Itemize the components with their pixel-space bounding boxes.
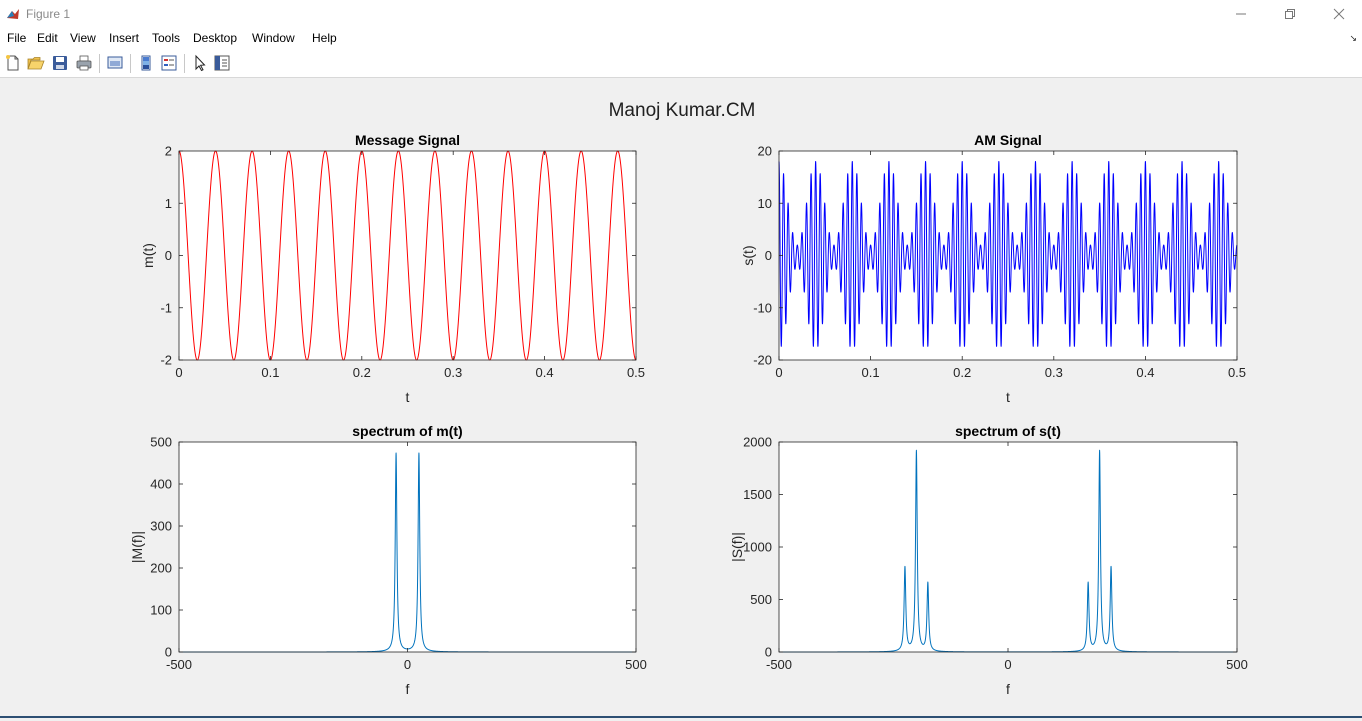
spectrum-s-plot-area — [779, 442, 1237, 652]
spectrum-s-ytick-label: 0 — [765, 645, 772, 660]
message-signal-ytick-label: 0 — [165, 248, 172, 263]
spectrum-m-xtick-label: 500 — [625, 657, 647, 672]
property-inspector-icon[interactable] — [213, 54, 231, 72]
close-icon — [1333, 8, 1345, 20]
restore-icon — [1285, 9, 1295, 19]
matlab-logo-icon — [6, 7, 20, 21]
menu-view[interactable]: View — [70, 31, 96, 45]
menu-tools[interactable]: Tools — [152, 31, 181, 45]
spectrum-s-ytick-label: 2000 — [743, 435, 772, 450]
am-signal-ytick-label: -10 — [753, 300, 772, 315]
title-bar[interactable]: Figure 1 — [0, 0, 1362, 28]
message-signal-xtick-label: 0.1 — [261, 365, 279, 380]
save-icon[interactable] — [51, 54, 69, 72]
am-signal-xtick-label: 0.4 — [1136, 365, 1154, 380]
spectrum-m-ytick-label: 300 — [150, 519, 172, 534]
message-signal-ytick-label: -1 — [160, 300, 172, 315]
message-signal-title: Message Signal — [355, 132, 460, 148]
menu-window[interactable]: Window — [252, 31, 295, 45]
spectrum-m-xlabel: f — [406, 681, 410, 697]
am-signal-xtick-label: 0.2 — [953, 365, 971, 380]
am-signal-xlabel: t — [1006, 389, 1010, 405]
spectrum-m-ytick-label: 400 — [150, 477, 172, 492]
am-signal-ytick-label: 10 — [758, 196, 772, 211]
message-signal-xtick-label: 0.5 — [627, 365, 645, 380]
spectrum-m-xtick-label: 0 — [404, 657, 411, 672]
window-title: Figure 1 — [26, 7, 71, 21]
spectrum-s-xlabel: f — [1006, 681, 1010, 697]
spectrum-m-ytick-label: 500 — [150, 435, 172, 450]
menu-bar: File Edit View Insert Tools Desktop Wind… — [0, 28, 1362, 49]
am-signal-ytick-label: -20 — [753, 353, 772, 368]
am-signal-xtick-label: 0.1 — [862, 365, 880, 380]
spectrum-s-xtick-label: 500 — [1226, 657, 1248, 672]
am-signal-series-line — [778, 160, 1238, 347]
spectrum-m-ytick-label: 0 — [165, 645, 172, 660]
am-signal-xtick-label: 0 — [775, 365, 782, 380]
figure-suptitle: Manoj Kumar.CM — [609, 100, 756, 121]
open-file-icon[interactable] — [27, 54, 45, 72]
message-signal-ytick-label: 2 — [165, 144, 172, 159]
spectrum-m-ytick-label: 100 — [150, 603, 172, 618]
spectrum-m-plot-area — [179, 442, 636, 652]
message-signal-ylabel: m(t) — [140, 243, 156, 268]
am-signal-ylabel: s(t) — [740, 245, 756, 265]
link-plot-icon[interactable] — [106, 54, 124, 72]
am-signal-title: AM Signal — [974, 132, 1042, 148]
spectrum-m-title: spectrum of m(t) — [352, 423, 462, 439]
spectrum-s-xtick-label: 0 — [1004, 657, 1011, 672]
close-button[interactable] — [1316, 0, 1362, 28]
spectrum-s-ylabel: |S(f)| — [729, 532, 745, 562]
message-signal-xlabel: t — [406, 389, 410, 405]
toolbar-separator — [130, 54, 131, 73]
menu-edit[interactable]: Edit — [37, 31, 58, 45]
message-signal-series-line — [178, 150, 637, 361]
figure-toolbar — [0, 49, 1362, 78]
new-figure-icon[interactable] — [4, 54, 22, 72]
am-signal-xtick-label: 0.3 — [1045, 365, 1063, 380]
spectrum-m-ytick-label: 200 — [150, 561, 172, 576]
message-signal-ytick-label: 1 — [165, 196, 172, 211]
message-signal-xtick-label: 0.2 — [353, 365, 371, 380]
minimize-icon — [1236, 13, 1246, 15]
spectrum-m-xtick-label: -500 — [166, 657, 192, 672]
edit-plot-arrow-icon[interactable] — [191, 54, 209, 72]
spectrum-s-title: spectrum of s(t) — [955, 423, 1061, 439]
message-signal-xtick-label: 0.4 — [536, 365, 554, 380]
colorbar-icon[interactable] — [137, 54, 155, 72]
menu-file[interactable]: File — [7, 31, 27, 45]
am-signal-ytick-label: 20 — [758, 144, 772, 159]
message-signal-axes: 0 0.1 0.2 0.3 0.4 0.5 -2 -1 0 1 2 Message Signal t m(… — [140, 132, 645, 405]
am-signal-ytick-label: 0 — [765, 248, 772, 263]
spectrum-s-ytick-label: 1000 — [743, 540, 772, 555]
spectrum-s-ytick-label: 500 — [750, 592, 772, 607]
figure-canvas[interactable]: Manoj Kumar.CM 0 0.1 0.2 0.3 0.4 0.5 -2 -1 0 1 2 Me… — [0, 79, 1362, 713]
window-bottom-border — [0, 716, 1362, 718]
menu-dock-arrow-icon[interactable]: ↘ — [1349, 33, 1357, 43]
restore-button[interactable] — [1267, 0, 1313, 28]
spectrum-s-xtick-label: -500 — [766, 657, 792, 672]
toolbar-separator — [184, 54, 185, 73]
legend-icon[interactable] — [160, 54, 178, 72]
print-icon[interactable] — [75, 54, 93, 72]
menu-help[interactable]: Help — [312, 31, 337, 45]
spectrum-s-ytick-label: 1500 — [743, 487, 772, 502]
message-signal-ytick-label: -2 — [160, 353, 172, 368]
menu-insert[interactable]: Insert — [109, 31, 140, 45]
minimize-button[interactable] — [1218, 0, 1264, 28]
am-signal-axes: 0 0.1 0.2 0.3 0.4 0.5 -20 -10 0 10 20 AM Signal t s(t… — [740, 132, 1246, 405]
menu-desktop[interactable]: Desktop — [193, 31, 238, 45]
figure-plots[interactable]: Manoj Kumar.CM 0 0.1 0.2 0.3 0.4 0.5-2-1012Me… — [0, 79, 1362, 713]
toolbar-separator — [99, 54, 100, 73]
am-signal-xtick-label: 0.5 — [1228, 365, 1246, 380]
message-signal-xtick-label: 0 — [175, 365, 182, 380]
spectrum-m-ylabel: |M(f)| — [129, 531, 145, 563]
message-signal-xtick-label: 0.3 — [444, 365, 462, 380]
